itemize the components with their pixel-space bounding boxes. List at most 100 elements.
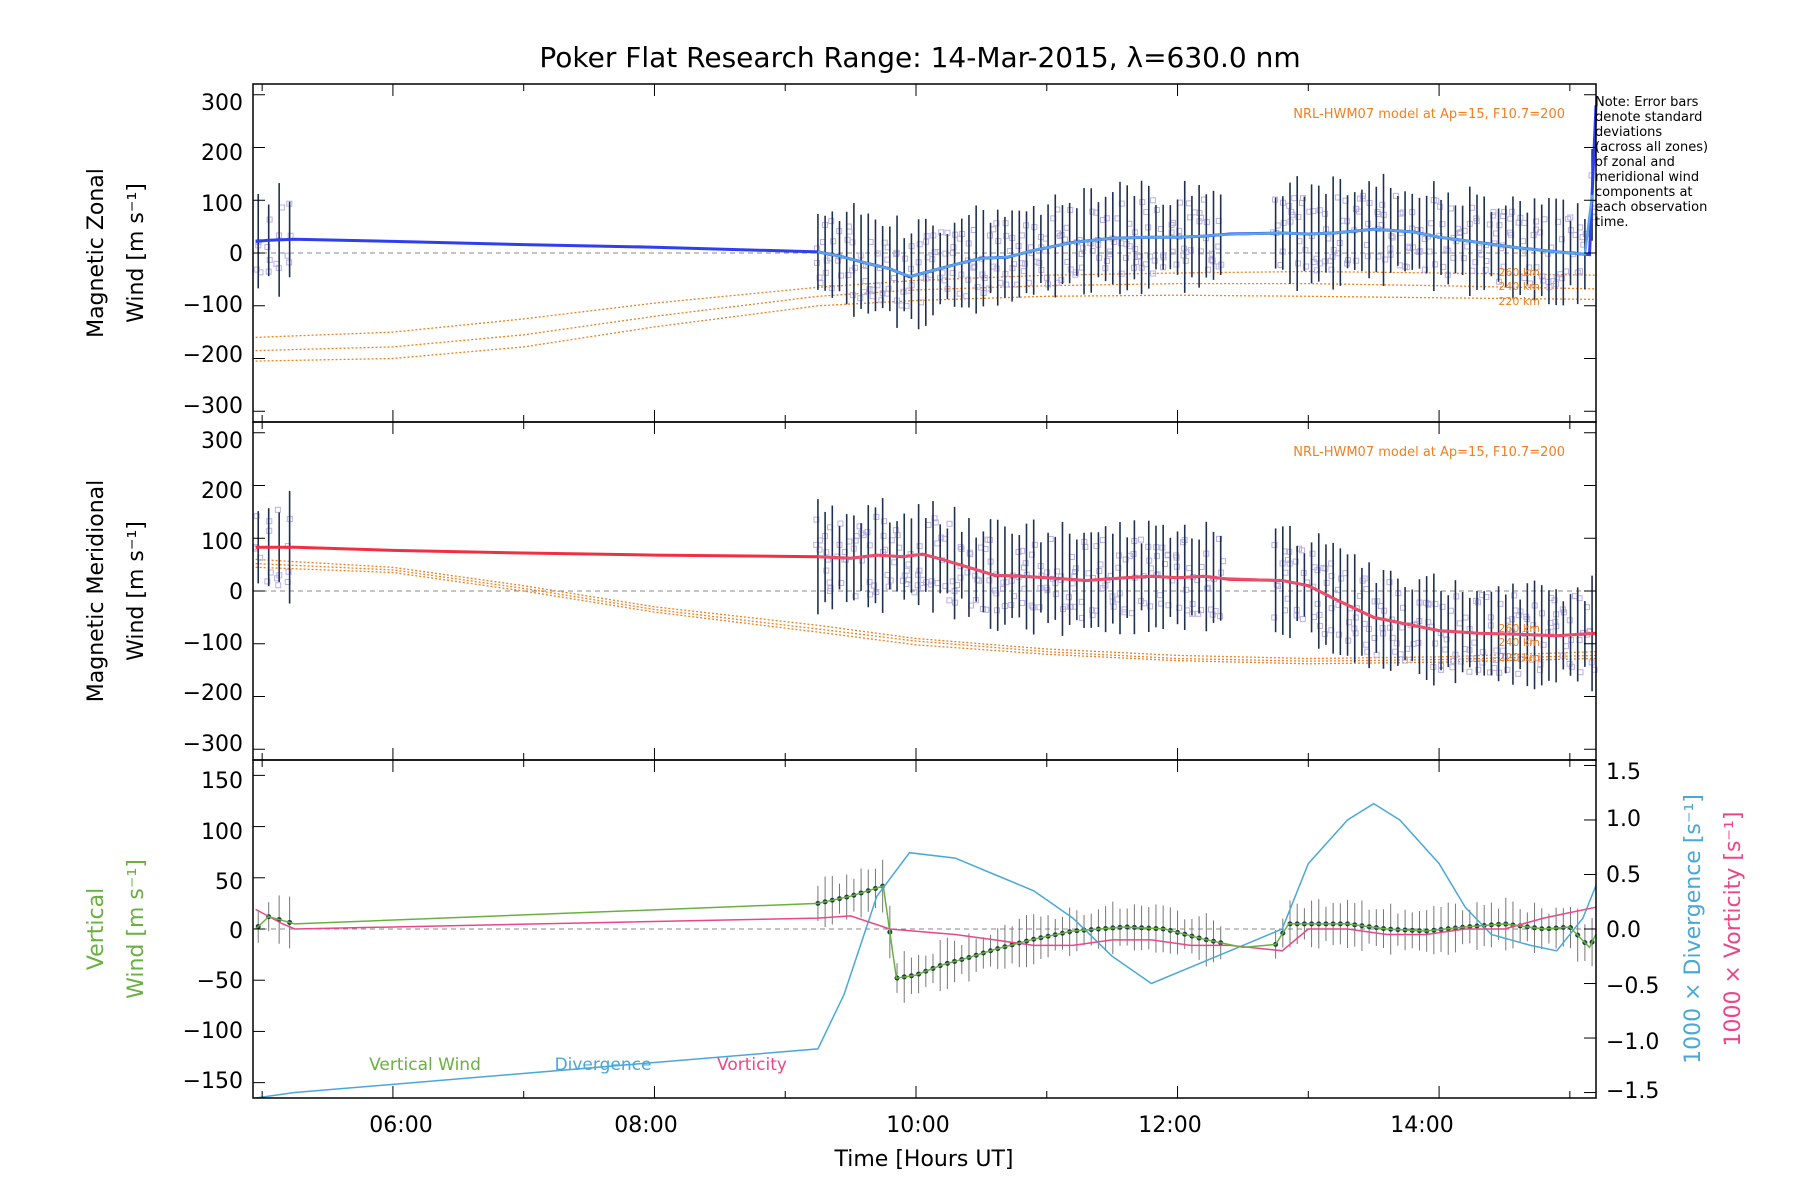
note-line: components at: [1595, 185, 1693, 200]
xtick-0800: 08:00: [614, 1113, 677, 1138]
zone-point: [1511, 592, 1518, 599]
zone-point: [1153, 206, 1160, 213]
zone-point: [1282, 569, 1289, 576]
zone-point: [1195, 610, 1202, 617]
zone-point: [905, 561, 912, 568]
zone-point: [1069, 580, 1076, 587]
zone-point: [1036, 604, 1043, 611]
zone-point: [1373, 651, 1380, 658]
model-curve-2: [255, 566, 1597, 665]
zone-point: [1336, 631, 1343, 638]
zonal-ytick-neg200: −200: [183, 343, 243, 368]
zone-point: [814, 259, 821, 266]
zone-point: [866, 286, 873, 293]
zone-point: [1000, 579, 1007, 586]
zone-point: [1393, 640, 1400, 647]
model-curve-2: [255, 294, 1597, 362]
meridional-ytick-neg100: −100: [183, 631, 243, 656]
zone-point: [1442, 646, 1449, 653]
zone-point: [1328, 266, 1335, 273]
meridional-wind-panel: NRL-HWM07 model at Ap=15, F10.7=200 260 …: [84, 421, 1598, 761]
zone-point: [1541, 216, 1548, 223]
zone-point: [816, 546, 823, 553]
zone-point: [264, 578, 271, 585]
note-line: of zonal and: [1595, 155, 1675, 170]
zone-point: [830, 238, 837, 245]
zone-point: [852, 593, 859, 600]
zone-point: [914, 582, 921, 589]
zone-point: [878, 297, 885, 304]
zone-point: [1363, 641, 1370, 648]
zone-point: [1150, 270, 1157, 277]
zone-point: [1443, 636, 1450, 643]
zone-point: [1180, 252, 1187, 259]
zone-point: [949, 250, 956, 257]
zonal-wind-panel: NRL-HWM07 model at Ap=15, F10.7=200 260 …: [84, 83, 1598, 423]
zone-point: [823, 567, 830, 574]
zone-point: [1072, 269, 1079, 276]
zone-point: [1472, 259, 1479, 266]
zone-point: [1447, 607, 1454, 614]
zone-point: [275, 582, 282, 589]
zone-point: [1457, 658, 1464, 665]
zone-point: [1122, 556, 1129, 563]
meridional-model-label: NRL-HWM07 model at Ap=15, F10.7=200: [1293, 445, 1565, 460]
zone-point: [1043, 274, 1050, 281]
zone-point: [916, 567, 923, 574]
meridional-data-layer: [252, 422, 1598, 760]
zone-point: [1031, 541, 1038, 548]
meridional-ylabel-line2: Wind [m s⁻¹]: [124, 521, 149, 661]
zone-point: [285, 568, 292, 575]
zone-point: [1003, 232, 1010, 239]
vertical-ytick-neg100: −100: [183, 1019, 243, 1044]
zone-point: [1309, 550, 1316, 557]
divergence-axis-label: 1000 × Divergence [s⁻¹]: [1681, 794, 1706, 1064]
zone-point: [1386, 579, 1393, 586]
zone-point: [1128, 610, 1135, 617]
zone-point: [923, 233, 930, 240]
zonal-ytick-200: 200: [201, 141, 243, 166]
zone-point: [1015, 549, 1022, 556]
zone-point: [1448, 205, 1455, 212]
xtick-1200: 12:00: [1138, 1113, 1201, 1138]
zone-point: [1185, 200, 1192, 207]
meridional-ytick-0: 0: [229, 580, 243, 605]
zone-point: [1116, 552, 1123, 559]
meridional-y-axis: 300 200 100 0 −100 −200 −300: [183, 429, 243, 757]
meridional-ytick-200: 200: [201, 479, 243, 504]
zone-point: [920, 584, 927, 591]
zone-point: [266, 256, 273, 263]
zonal-data-layer: [253, 84, 1598, 422]
note-line: (across all zones): [1595, 140, 1709, 155]
zone-point: [967, 551, 974, 558]
zone-point: [1486, 221, 1493, 228]
zone-point: [1099, 537, 1106, 544]
zone-point: [1186, 565, 1193, 572]
zone-point: [817, 279, 824, 286]
zone-point: [837, 520, 844, 527]
zone-point: [1053, 568, 1060, 575]
vertical-data-layer: [253, 760, 1597, 1099]
zone-point: [938, 534, 945, 541]
zone-point: [1150, 197, 1157, 204]
zone-point: [1425, 601, 1432, 608]
zone-point: [873, 513, 880, 520]
zone-point: [1558, 236, 1565, 243]
zone-point: [1180, 539, 1187, 546]
note-line: denote standard: [1595, 110, 1703, 125]
zone-point: [941, 535, 948, 542]
xtick-1400: 14:00: [1390, 1113, 1453, 1138]
zone-point: [846, 538, 853, 545]
zone-point: [1439, 603, 1446, 610]
zone-point: [957, 574, 964, 581]
zone-point: [844, 236, 851, 243]
zone-point: [1271, 614, 1278, 621]
zone-point: [1003, 281, 1010, 288]
wind-fit-line: [817, 553, 1593, 638]
zone-point: [946, 520, 953, 527]
zonal-ylabel-line2: Wind [m s⁻¹]: [124, 183, 149, 323]
zone-point: [1507, 215, 1514, 222]
note-line: deviations: [1595, 125, 1663, 140]
zone-point: [1316, 207, 1323, 214]
zone-point: [1022, 560, 1029, 567]
